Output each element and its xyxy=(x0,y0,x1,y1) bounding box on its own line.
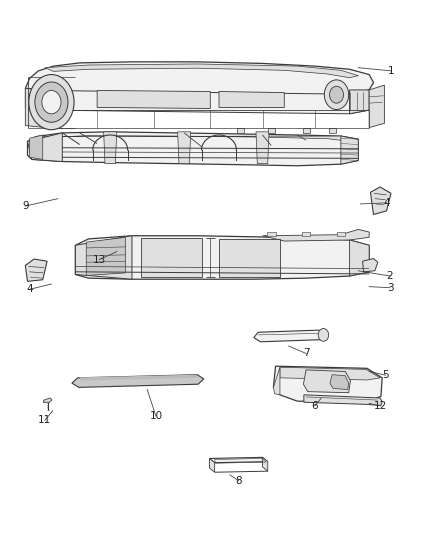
Polygon shape xyxy=(86,237,125,276)
Text: 11: 11 xyxy=(38,415,52,425)
Polygon shape xyxy=(328,127,336,133)
Polygon shape xyxy=(25,62,374,98)
Text: 10: 10 xyxy=(149,411,162,421)
Polygon shape xyxy=(304,370,350,393)
Text: 3: 3 xyxy=(387,282,393,293)
Polygon shape xyxy=(45,90,369,114)
Polygon shape xyxy=(209,458,215,472)
Circle shape xyxy=(329,86,343,103)
Polygon shape xyxy=(25,88,45,127)
Polygon shape xyxy=(262,229,369,241)
Polygon shape xyxy=(330,375,349,390)
Polygon shape xyxy=(350,240,369,276)
Text: 4: 4 xyxy=(383,198,390,208)
Polygon shape xyxy=(273,367,280,395)
Polygon shape xyxy=(262,457,268,471)
Polygon shape xyxy=(268,127,275,133)
Polygon shape xyxy=(75,236,369,279)
Text: 1: 1 xyxy=(388,66,394,76)
Polygon shape xyxy=(341,136,358,164)
Polygon shape xyxy=(209,457,268,463)
Polygon shape xyxy=(25,259,47,281)
Polygon shape xyxy=(303,127,310,133)
Text: 12: 12 xyxy=(374,401,387,411)
Polygon shape xyxy=(97,91,210,109)
Polygon shape xyxy=(28,132,358,166)
Text: 4: 4 xyxy=(26,284,33,294)
Text: 6: 6 xyxy=(311,401,318,411)
Text: 2: 2 xyxy=(387,271,393,281)
Polygon shape xyxy=(72,375,204,387)
Polygon shape xyxy=(80,375,197,381)
Circle shape xyxy=(35,82,68,122)
Circle shape xyxy=(42,91,61,114)
Polygon shape xyxy=(369,85,385,127)
Polygon shape xyxy=(30,135,43,159)
Text: 7: 7 xyxy=(303,349,309,359)
Polygon shape xyxy=(28,133,62,161)
Polygon shape xyxy=(141,238,201,277)
Polygon shape xyxy=(304,395,382,406)
Polygon shape xyxy=(45,64,358,78)
Polygon shape xyxy=(75,236,132,279)
Circle shape xyxy=(318,328,328,341)
Text: 8: 8 xyxy=(235,476,242,486)
Polygon shape xyxy=(336,232,345,236)
Polygon shape xyxy=(178,132,191,164)
Polygon shape xyxy=(256,132,269,164)
Polygon shape xyxy=(25,88,45,110)
Polygon shape xyxy=(280,367,380,380)
Text: 5: 5 xyxy=(382,370,389,380)
Polygon shape xyxy=(219,92,284,108)
Polygon shape xyxy=(237,127,244,133)
Polygon shape xyxy=(267,232,276,236)
Polygon shape xyxy=(363,259,378,272)
Polygon shape xyxy=(104,132,117,164)
Polygon shape xyxy=(254,330,325,342)
Polygon shape xyxy=(371,187,391,215)
Text: 9: 9 xyxy=(22,201,28,211)
Polygon shape xyxy=(273,366,382,402)
Polygon shape xyxy=(350,90,369,114)
Polygon shape xyxy=(219,239,280,277)
Text: 13: 13 xyxy=(93,255,106,264)
Polygon shape xyxy=(32,135,358,141)
Polygon shape xyxy=(302,232,311,236)
Polygon shape xyxy=(43,398,52,402)
Circle shape xyxy=(29,75,74,130)
Circle shape xyxy=(324,80,349,110)
